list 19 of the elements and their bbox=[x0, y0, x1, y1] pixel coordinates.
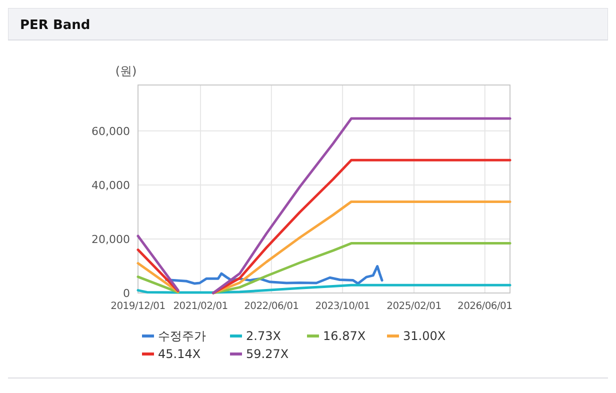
x-tick-label: 2019/12/01 bbox=[110, 301, 166, 312]
x-tick-label: 2023/10/01 bbox=[315, 301, 370, 312]
legend-label: 31.00X bbox=[403, 329, 446, 343]
legend-label: 수정주가 bbox=[158, 329, 206, 343]
y-tick-label: 40,000 bbox=[92, 178, 130, 192]
x-tick-label: 2021/02/01 bbox=[173, 301, 228, 312]
legend-label: 2.73X bbox=[246, 329, 281, 343]
line-series bbox=[136, 284, 512, 294]
y-tick-label: 20,000 bbox=[92, 232, 130, 246]
chart-title: PER Band bbox=[20, 18, 90, 33]
y-tick-label: 0 bbox=[123, 287, 130, 300]
x-tick-label: 2022/06/01 bbox=[244, 301, 299, 312]
y-tick-label: 60,000 bbox=[92, 124, 130, 138]
x-tick-label: 2025/02/01 bbox=[386, 301, 442, 312]
y-axis-title: (원) bbox=[115, 64, 137, 78]
legend-label: 59.27X bbox=[246, 347, 289, 361]
legend-label: 45.14X bbox=[158, 347, 201, 361]
x-tick-label: 2026/06/01 bbox=[458, 301, 512, 312]
legend-label: 16.87X bbox=[323, 329, 366, 343]
